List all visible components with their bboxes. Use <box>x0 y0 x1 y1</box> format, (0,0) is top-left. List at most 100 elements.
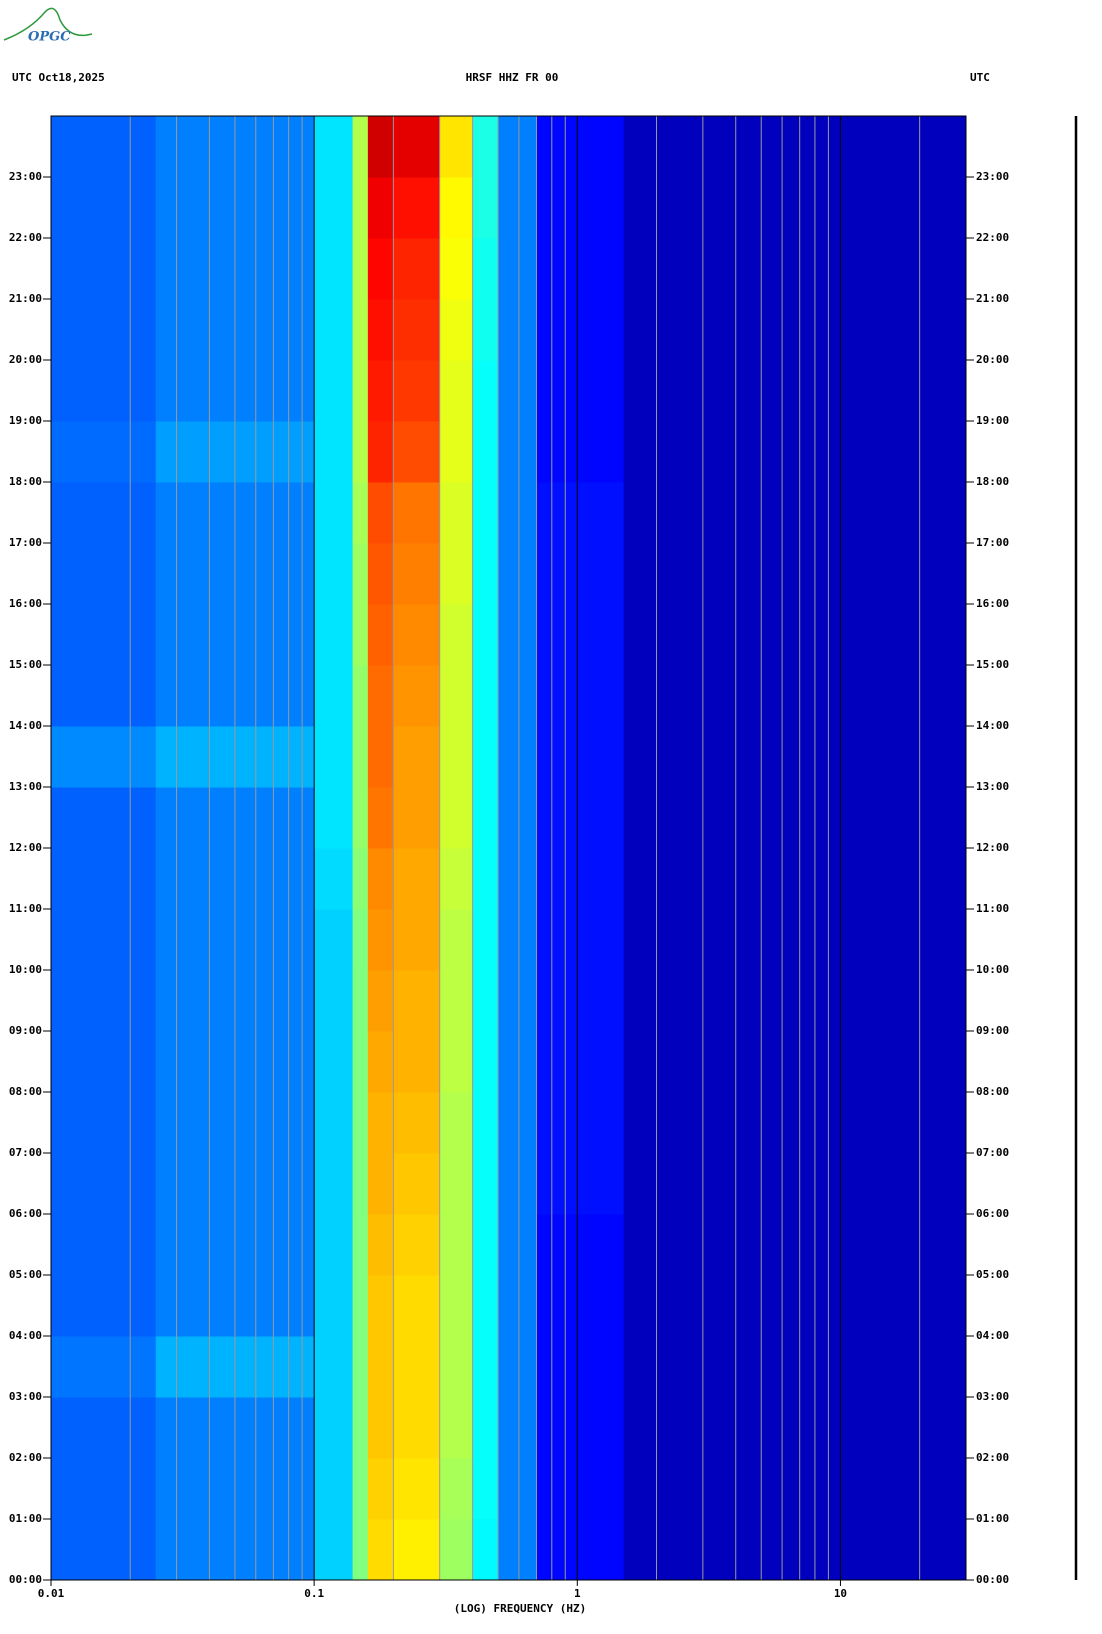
cell <box>472 1092 499 1154</box>
cell <box>472 665 499 727</box>
y-tick-label-right: 05:00 <box>976 1268 1009 1281</box>
cell <box>314 482 354 544</box>
cell <box>472 1519 499 1581</box>
cell <box>623 177 967 239</box>
cell <box>352 909 369 971</box>
cell <box>498 238 538 300</box>
cell <box>51 604 157 666</box>
x-tick-label: 0.01 <box>38 1587 65 1600</box>
cell <box>51 1519 157 1581</box>
cell <box>352 1275 369 1337</box>
cell <box>472 1153 499 1215</box>
cell <box>472 970 499 1032</box>
cell <box>439 1214 474 1276</box>
cell <box>498 787 538 849</box>
cell <box>51 970 157 1032</box>
cell <box>314 1031 354 1093</box>
logo-swoosh <box>3 7 93 41</box>
y-tick-label-right: 20:00 <box>976 353 1009 366</box>
cell <box>393 299 441 361</box>
cell <box>314 360 354 422</box>
cell <box>352 726 369 788</box>
cell <box>536 604 625 666</box>
y-tick-label-right: 17:00 <box>976 536 1009 549</box>
cell <box>472 238 499 300</box>
cell <box>393 726 441 788</box>
cell <box>623 238 967 300</box>
cell <box>352 665 369 727</box>
cell <box>393 421 441 483</box>
cell <box>623 116 967 178</box>
logo: OPGC <box>28 30 71 45</box>
y-tick-label: 10:00 <box>9 963 42 976</box>
cell <box>536 421 625 483</box>
cell <box>314 848 354 910</box>
cell <box>498 665 538 727</box>
cell <box>498 1458 538 1520</box>
cell <box>352 1153 369 1215</box>
y-tick-label-right: 07:00 <box>976 1146 1009 1159</box>
cell <box>472 1336 499 1398</box>
cell <box>367 1092 394 1154</box>
y-tick-label: 03:00 <box>9 1390 42 1403</box>
y-tick-label-right: 19:00 <box>976 414 1009 427</box>
cell <box>367 1397 394 1459</box>
y-tick-label-right: 12:00 <box>976 841 1009 854</box>
cell <box>623 1153 967 1215</box>
cell <box>623 482 967 544</box>
cell <box>51 848 157 910</box>
y-tick-label-right: 04:00 <box>976 1329 1009 1342</box>
cell <box>352 848 369 910</box>
cell <box>536 1519 625 1581</box>
right-label: UTC <box>970 71 990 84</box>
cell <box>393 1336 441 1398</box>
cell <box>393 177 441 239</box>
cell <box>367 970 394 1032</box>
cell <box>439 1031 474 1093</box>
cell <box>623 1214 967 1276</box>
cell <box>51 1214 157 1276</box>
cell <box>472 1275 499 1337</box>
y-tick-label-right: 15:00 <box>976 658 1009 671</box>
cell <box>498 970 538 1032</box>
cell <box>352 787 369 849</box>
y-tick-label-right: 01:00 <box>976 1512 1009 1525</box>
cell <box>367 238 394 300</box>
cell <box>439 1275 474 1337</box>
cell <box>352 421 369 483</box>
cell <box>367 482 394 544</box>
y-tick-label: 23:00 <box>9 170 42 183</box>
cell <box>314 787 354 849</box>
cell <box>393 848 441 910</box>
cell <box>393 1092 441 1154</box>
y-tick-label: 02:00 <box>9 1451 42 1464</box>
cell <box>472 1458 499 1520</box>
cell <box>51 1336 157 1398</box>
y-tick-label: 20:00 <box>9 353 42 366</box>
cell <box>367 1458 394 1520</box>
cell <box>623 726 967 788</box>
cell <box>498 421 538 483</box>
cell <box>367 726 394 788</box>
cell <box>314 177 354 239</box>
cell <box>367 848 394 910</box>
cell <box>51 1153 157 1215</box>
cell <box>352 1092 369 1154</box>
cell <box>439 116 474 178</box>
cell <box>314 604 354 666</box>
cell <box>51 909 157 971</box>
cell <box>314 1275 354 1337</box>
cell <box>352 1214 369 1276</box>
cell <box>367 1153 394 1215</box>
cell <box>439 421 474 483</box>
y-tick-label: 15:00 <box>9 658 42 671</box>
cell <box>352 970 369 1032</box>
y-tick-label-right: 08:00 <box>976 1085 1009 1098</box>
cell <box>498 909 538 971</box>
cell <box>536 1397 625 1459</box>
cell <box>623 604 967 666</box>
y-tick-label: 00:00 <box>9 1573 42 1586</box>
cell <box>623 1458 967 1520</box>
cell <box>393 1519 441 1581</box>
